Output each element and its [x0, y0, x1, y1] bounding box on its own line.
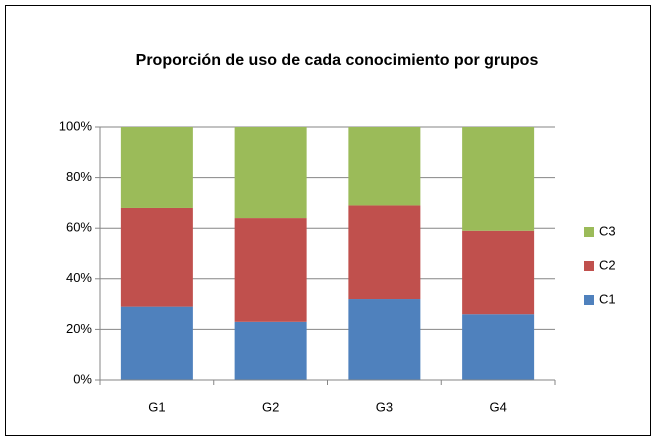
legend-label: C1 — [599, 291, 616, 306]
bar-segment — [234, 321, 307, 380]
bar-segment — [234, 127, 307, 219]
legend-swatch — [584, 261, 594, 271]
bar-segment — [348, 205, 421, 300]
bar-segment — [462, 230, 535, 315]
x-tick-label: G1 — [148, 399, 165, 414]
bar-segment — [234, 218, 307, 322]
y-tick-label: 0% — [73, 371, 92, 386]
y-tick-label: 100% — [59, 118, 93, 133]
bar-segment — [348, 127, 421, 206]
chart-border — [5, 5, 651, 436]
bar-segment — [120, 207, 193, 307]
bar-segment — [120, 127, 193, 208]
chart-title: Proporción de uso de cada conocimiento p… — [135, 52, 539, 69]
legend-swatch — [584, 227, 594, 237]
legend-swatch — [584, 295, 594, 305]
legend-label: C2 — [599, 257, 616, 272]
bar-segment — [348, 299, 421, 380]
bar-segment — [462, 127, 535, 231]
x-tick-label: G4 — [489, 399, 506, 414]
legend-label: C3 — [599, 223, 616, 238]
y-tick-label: 60% — [66, 220, 92, 235]
bar-segment — [462, 314, 535, 380]
y-tick-label: 80% — [66, 169, 92, 184]
x-tick-label: G3 — [376, 399, 393, 414]
bar-segment — [120, 306, 193, 380]
y-tick-label: 20% — [66, 321, 92, 336]
x-tick-label: G2 — [262, 399, 279, 414]
y-tick-label: 40% — [66, 270, 92, 285]
